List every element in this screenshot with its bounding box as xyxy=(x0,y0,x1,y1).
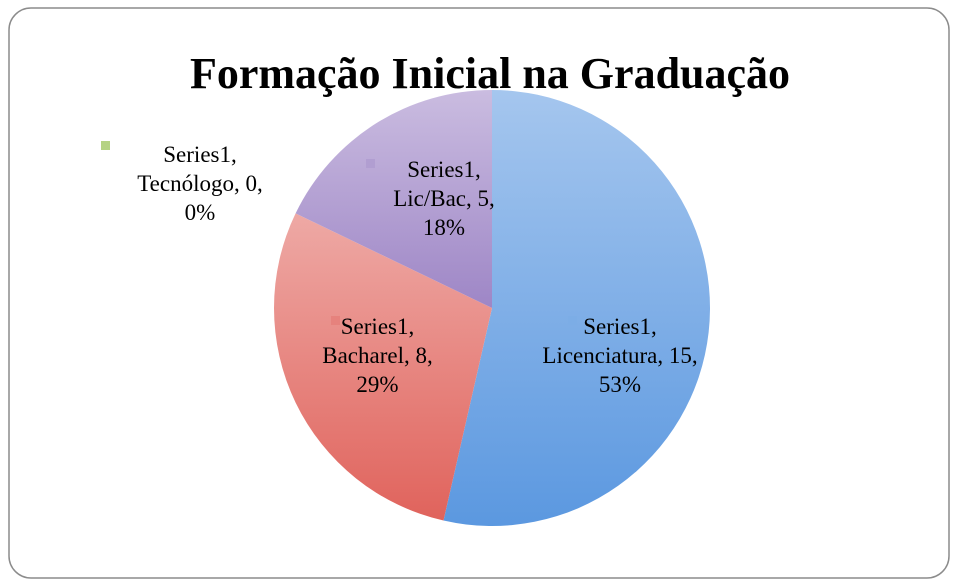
chart-title: Formação Inicial na Graduação xyxy=(190,49,790,98)
data-label: Series1, Licenciatura, 15, 53% xyxy=(542,314,698,397)
data-label: Series1, Bacharel, 8, 29% xyxy=(322,314,433,397)
legend-swatch xyxy=(366,159,375,168)
pie-slice xyxy=(273,213,492,521)
legend-swatch xyxy=(568,316,577,325)
legend-swatch xyxy=(101,141,110,150)
data-label: Series1, Tecnólogo, 0, 0% xyxy=(137,142,263,225)
data-label: Series1, Lic/Bac, 5, 18% xyxy=(393,157,495,240)
pie-slice xyxy=(295,90,492,308)
legend-swatch xyxy=(331,316,340,325)
pie-slice xyxy=(443,90,711,526)
